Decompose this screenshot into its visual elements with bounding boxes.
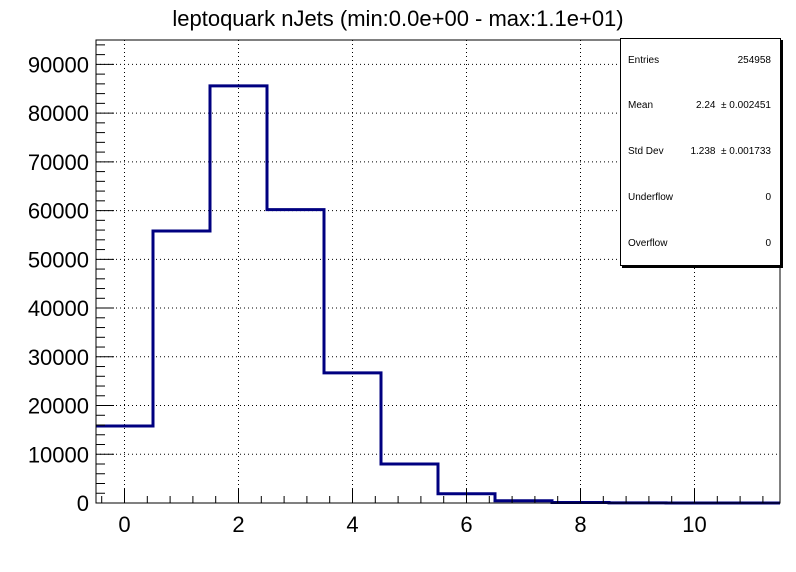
stats-row-mean: Mean 2.24 ± 0.002451 [628, 100, 771, 114]
stats-row-underflow: Underflow 0 [628, 192, 771, 206]
axis-ticks [96, 44, 764, 504]
plot-frame [95, 39, 781, 504]
x-tick-label: 8 [574, 512, 586, 537]
y-tick-label: 80000 [28, 101, 89, 126]
stats-overflow-label: Overflow [628, 238, 668, 249]
x-tick-label: 10 [682, 512, 706, 537]
y-tick-label: 50000 [28, 247, 89, 272]
stats-stddev-label: Std Dev [628, 146, 664, 157]
y-tick-label: 20000 [28, 394, 89, 419]
x-tick-label: 4 [346, 512, 358, 537]
stats-row-entries: Entries 254958 [628, 55, 771, 69]
stats-row-stddev: Std Dev 1.238 ± 0.001733 [628, 146, 771, 160]
y-tick-label: 10000 [28, 442, 89, 467]
stats-overflow-value: 0 [765, 238, 771, 249]
stats-underflow-value: 0 [765, 192, 771, 203]
histogram-bin [153, 231, 210, 503]
axes [95, 39, 781, 504]
stats-row-overflow: Overflow 0 [628, 238, 771, 252]
y-tick-label: 0 [77, 491, 89, 516]
x-tick-label: 0 [118, 512, 130, 537]
histogram-bin [267, 210, 324, 503]
stats-entries-value: 254958 [737, 55, 771, 66]
stats-box: Entries 254958 Mean 2.24 ± 0.002451 Std … [620, 38, 781, 266]
y-tick-label: 40000 [28, 296, 89, 321]
stats-entries-label: Entries [628, 55, 660, 66]
y-tick-label: 70000 [28, 150, 89, 175]
x-tick-label: 6 [460, 512, 472, 537]
chart-title: leptoquark nJets (min:0.0e+00 - max:1.1e… [172, 6, 624, 31]
stats-stddev-value: 1.238 ± 0.001733 [690, 146, 771, 157]
stats-underflow-label: Underflow [628, 192, 674, 203]
histogram-bin [381, 464, 438, 503]
stats-mean-value: 2.24 ± 0.002451 [696, 100, 771, 111]
x-tick-label: 2 [232, 512, 244, 537]
tick-labels: 0 2 4 6 8 10 0 10000 20000 30000 40000 50000 60000 70… [28, 52, 707, 537]
stats-mean-label: Mean [628, 100, 654, 111]
y-tick-label: 30000 [28, 345, 89, 370]
y-tick-label: 90000 [28, 52, 89, 77]
y-tick-label: 60000 [28, 199, 89, 224]
